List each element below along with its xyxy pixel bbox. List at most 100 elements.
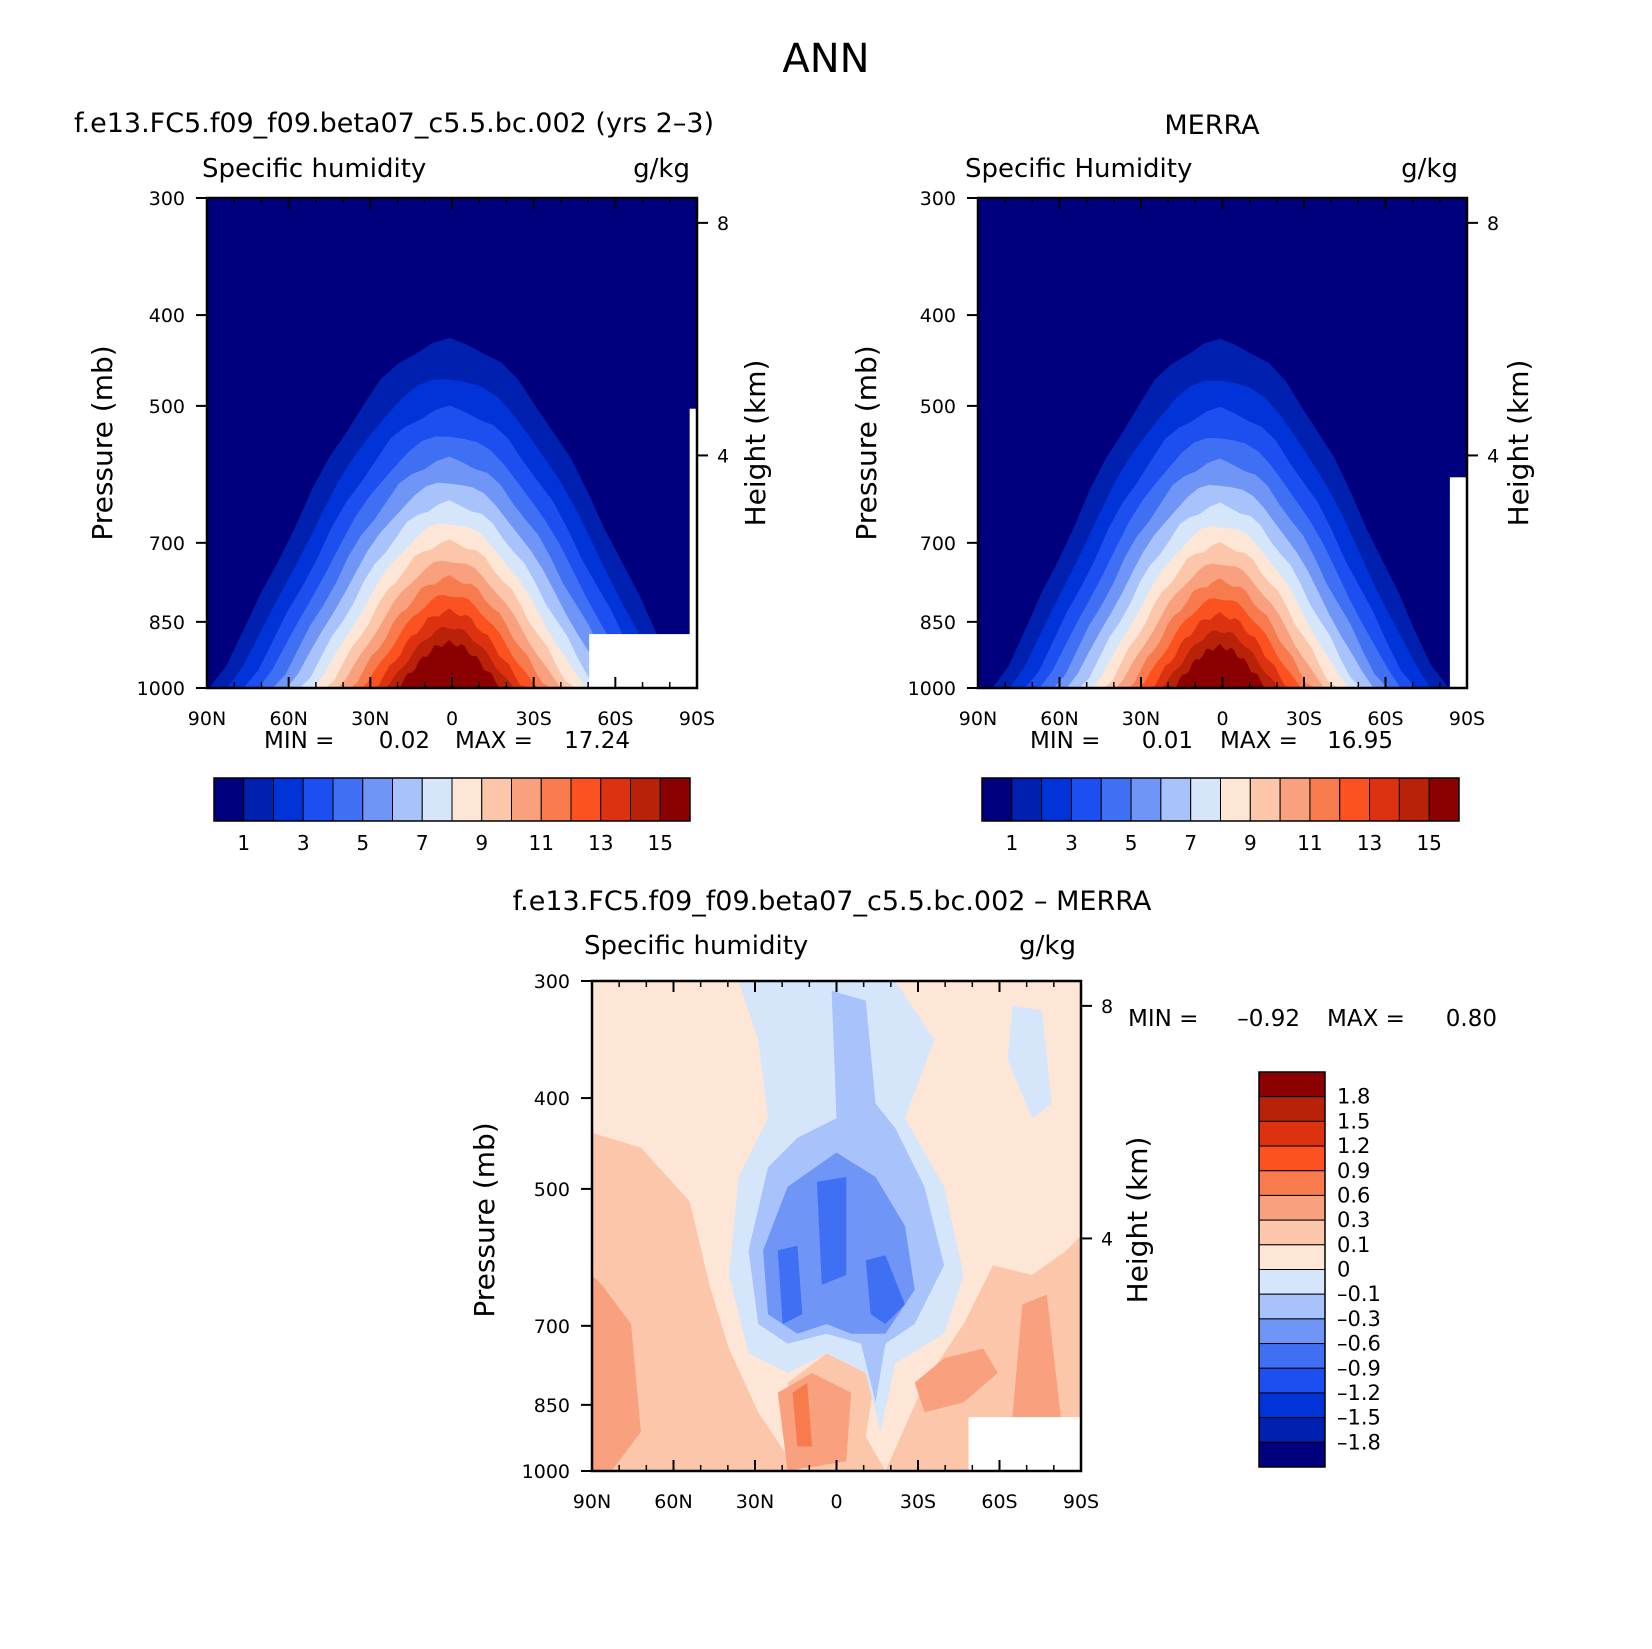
colorbar-label: 5	[1125, 831, 1138, 855]
colorbar-swatch	[1258, 1145, 1326, 1172]
min-label: MIN =	[1030, 728, 1100, 754]
y-tick-label: 500	[149, 396, 185, 418]
panel-model: f.e13.FC5.f09_f09.beta07_c5.5.bc.002 (yr…	[74, 108, 772, 855]
colorbar-swatch	[392, 777, 423, 822]
colorbar-swatch	[600, 777, 631, 822]
contour-layer	[207, 198, 697, 688]
y-tick-label: 400	[920, 305, 956, 327]
x-tick-label: 90N	[188, 708, 226, 730]
contour-fill	[792, 1382, 812, 1447]
y-axis-label: Pressure (mb)	[468, 1122, 501, 1317]
x-tick-label: 30N	[736, 1491, 774, 1513]
y-tick-label: 700	[534, 1316, 570, 1338]
colorbar-swatch	[213, 777, 245, 822]
y-axis-label: Pressure (mb)	[850, 345, 883, 540]
y-tick-label: 1000	[137, 678, 185, 700]
y-tick-label: 500	[920, 396, 956, 418]
x-tick-label: 0	[446, 708, 458, 730]
y-tick-label: 700	[149, 533, 185, 555]
units-label: g/kg	[1401, 154, 1458, 184]
colorbar-label: 13	[1357, 831, 1382, 855]
colorbar-label: –1.8	[1337, 1430, 1381, 1454]
colorbar-label: 9	[475, 831, 488, 855]
colorbar-swatch	[1398, 777, 1430, 822]
colorbar-swatch	[1258, 1071, 1326, 1098]
y-tick-label: 300	[920, 188, 956, 210]
contour-fill	[1172, 643, 1268, 688]
colorbar-frame	[981, 777, 1460, 822]
units-label: g/kg	[633, 154, 690, 184]
x-tick-label: 60N	[1040, 708, 1078, 730]
x-tick-label: 60S	[981, 1491, 1017, 1513]
colorbar-frame	[1258, 1071, 1326, 1468]
colorbar-swatch	[1258, 1120, 1326, 1147]
colorbar-swatch	[302, 777, 334, 822]
panel-title: MERRA	[1164, 110, 1260, 141]
x-tick-label: 30N	[1122, 708, 1160, 730]
colorbar-swatch	[1258, 1441, 1326, 1468]
y-tick-label: 850	[534, 1395, 570, 1417]
colorbar-label: –0.1	[1337, 1282, 1381, 1306]
colorbar-swatch	[1258, 1219, 1326, 1246]
missing-data-mask	[689, 408, 697, 688]
panel-difference: f.e13.FC5.f09_f09.beta07_c5.5.bc.002 – M…	[468, 886, 1497, 1513]
x-tick-label: 30N	[351, 708, 389, 730]
colorbar-label: 7	[1184, 831, 1197, 855]
colorbar-swatch	[1258, 1392, 1326, 1419]
colorbar-label: 1.8	[1337, 1085, 1370, 1109]
min-label: MIN =	[1128, 1006, 1198, 1032]
y2-tick-label: 4	[1487, 445, 1499, 467]
panel-merra: MERRA Specific Humidity g/kg Pressure (m…	[850, 110, 1535, 855]
y2-axis-label: Height (km)	[1502, 360, 1535, 527]
x-tick-label: 60S	[1367, 708, 1403, 730]
colorbar-swatch	[540, 777, 572, 822]
contour-fill	[592, 1275, 641, 1471]
colorbar-swatch	[511, 777, 542, 822]
colorbar-swatch	[243, 777, 274, 822]
y2-tick-label: 8	[1101, 996, 1113, 1018]
min-value: –0.92	[1237, 1006, 1300, 1032]
y2-tick-label: 4	[1101, 1228, 1113, 1250]
x-tick-label: 0	[830, 1491, 842, 1513]
max-label: MAX =	[1327, 1006, 1405, 1032]
colorbar-label: 1.2	[1337, 1134, 1370, 1158]
colorbar-swatch	[659, 777, 691, 822]
y-tick-label: 850	[920, 612, 956, 634]
colorbar-label: 3	[297, 831, 310, 855]
variable-label: Specific humidity	[584, 931, 808, 961]
x-tick-label: 60N	[654, 1491, 692, 1513]
contour-fill	[777, 1373, 852, 1471]
colorbar-label: –0.3	[1337, 1307, 1381, 1331]
colorbar-swatch	[1220, 777, 1251, 822]
colorbar-swatch	[481, 777, 512, 822]
y-tick-label: 1000	[522, 1461, 570, 1483]
colorbar-swatch	[332, 777, 364, 822]
colorbar-swatch	[1258, 1244, 1326, 1270]
x-tick-label: 60S	[597, 708, 633, 730]
colorbar-swatch	[1258, 1170, 1326, 1196]
colorbar-swatch	[1258, 1367, 1326, 1394]
colorbar-label: –1.5	[1337, 1406, 1381, 1430]
y2-axis-label: Height (km)	[1121, 1137, 1154, 1304]
colorbar-swatch	[1258, 1343, 1326, 1369]
contour-fill	[816, 1177, 847, 1285]
contour-fill	[1007, 1005, 1052, 1119]
max-value: 17.24	[564, 728, 630, 754]
colorbar-swatch	[1070, 777, 1102, 822]
colorbar-swatch	[1190, 777, 1221, 822]
colorbar-label: 15	[1416, 831, 1441, 855]
y-tick-label: 1000	[908, 678, 956, 700]
colorbar-label: 5	[356, 831, 369, 855]
colorbar-swatch	[570, 777, 602, 822]
variable-label: Specific humidity	[202, 154, 426, 184]
colorbar-label: 0.9	[1337, 1159, 1370, 1183]
max-label: MAX =	[455, 728, 533, 754]
y-tick-label: 500	[534, 1179, 570, 1201]
y-tick-label: 700	[920, 533, 956, 555]
colorbar-swatch	[1041, 777, 1072, 822]
colorbar-label: 1	[237, 831, 250, 855]
colorbar-swatch	[1258, 1096, 1326, 1122]
variable-label: Specific Humidity	[965, 154, 1192, 184]
colorbar-label: 11	[529, 831, 554, 855]
colorbar-label: –0.9	[1337, 1356, 1381, 1380]
